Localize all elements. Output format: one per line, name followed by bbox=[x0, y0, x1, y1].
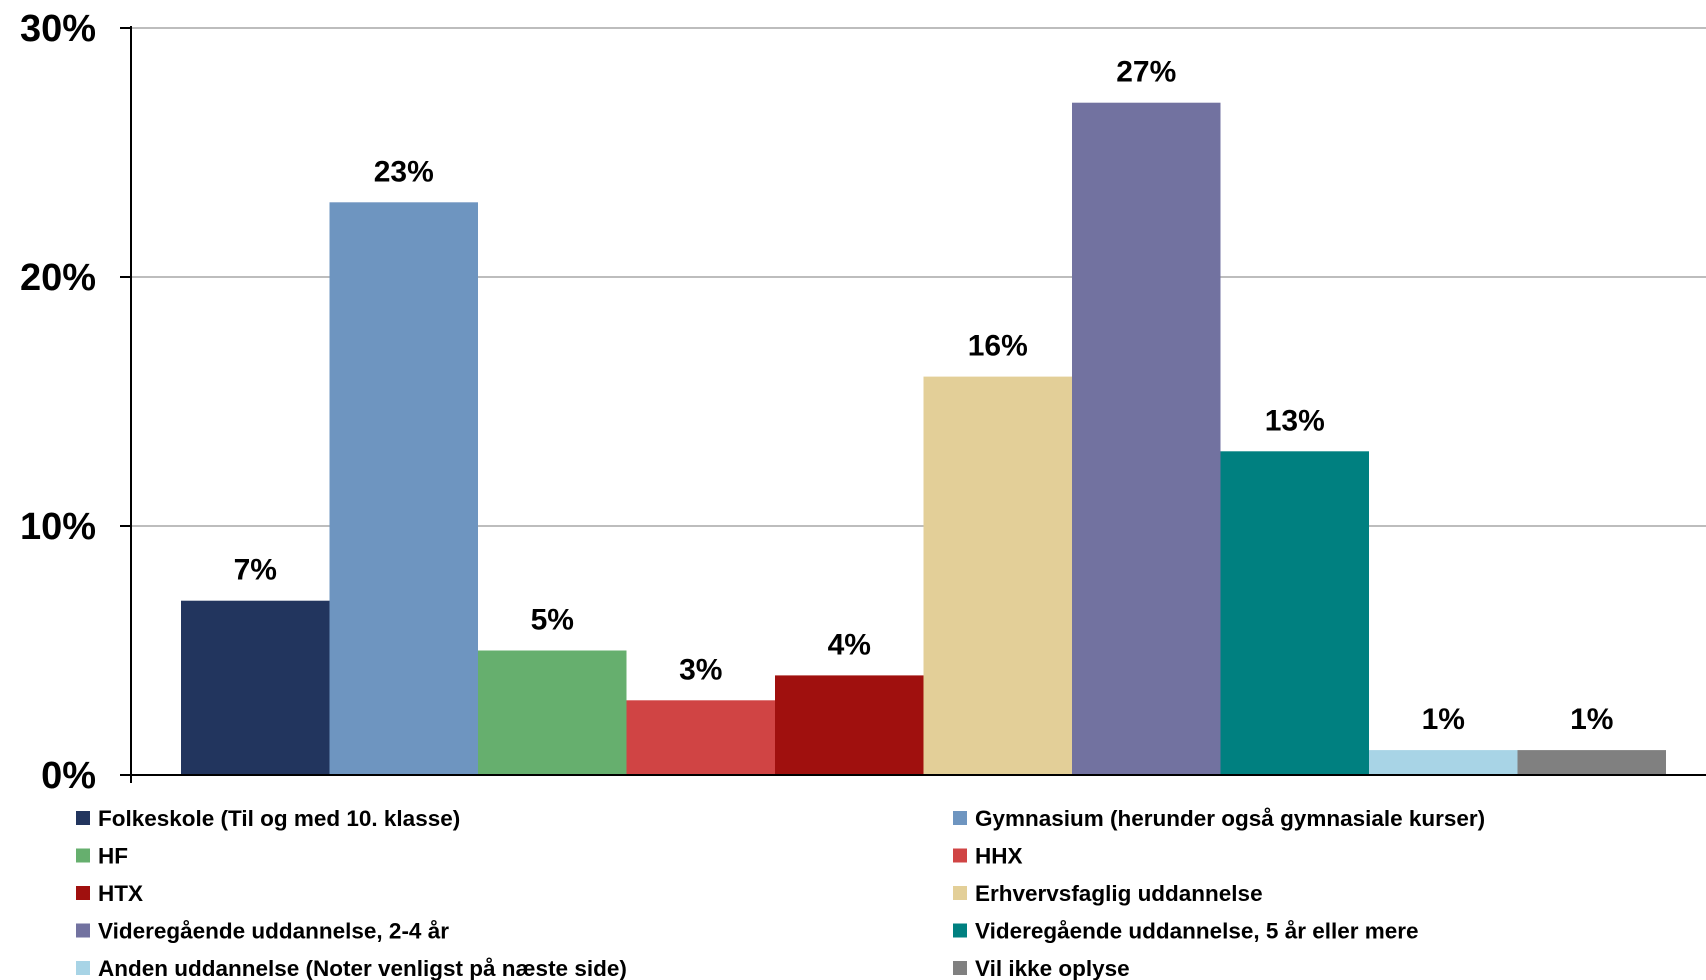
legend-label: Gymnasium (herunder også gymnasiale kurs… bbox=[975, 806, 1485, 831]
data-labels: 7% 23% 5% 3% 4% 16% 27% 13% 1% 1% bbox=[234, 56, 1614, 736]
legend-swatch bbox=[953, 961, 967, 975]
legend-swatch bbox=[76, 961, 90, 975]
bar bbox=[626, 700, 775, 775]
legend-swatch bbox=[953, 923, 967, 938]
bar bbox=[1517, 750, 1666, 775]
data-label: 4% bbox=[828, 628, 871, 661]
bar bbox=[923, 376, 1072, 775]
data-label: 13% bbox=[1265, 404, 1325, 437]
bar bbox=[1220, 451, 1369, 775]
legend-label: HTX bbox=[98, 881, 143, 906]
legend-label: Videregående uddannelse, 2-4 år bbox=[98, 919, 449, 944]
legend-swatch bbox=[76, 923, 90, 938]
data-label: 7% bbox=[234, 554, 277, 587]
data-label: 3% bbox=[679, 653, 722, 686]
bar bbox=[478, 650, 627, 775]
legend-label: HHX bbox=[975, 844, 1023, 869]
legend-label: Erhvervsfaglig uddannelse bbox=[975, 881, 1263, 906]
bars bbox=[181, 102, 1666, 776]
legend-label: Vil ikke oplyse bbox=[975, 956, 1130, 980]
data-label: 5% bbox=[531, 604, 574, 637]
bar bbox=[329, 202, 478, 776]
y-tick-label: 20% bbox=[20, 257, 96, 299]
legend-swatch bbox=[953, 811, 967, 825]
data-label: 1% bbox=[1422, 703, 1465, 736]
legend-label: Anden uddannelse (Noter venligst på næst… bbox=[98, 956, 627, 980]
data-label: 16% bbox=[968, 330, 1028, 363]
y-tick-label: 0% bbox=[41, 755, 96, 797]
legend-swatch bbox=[76, 886, 90, 900]
legend-label: Videregående uddannelse, 5 år eller mere bbox=[975, 919, 1419, 944]
legend: Folkeskole (Til og med 10. klasse) Gymnas… bbox=[76, 806, 1485, 980]
axes bbox=[120, 26, 1706, 783]
bar bbox=[775, 675, 924, 775]
y-tick-label: 10% bbox=[20, 506, 96, 548]
legend-swatch bbox=[953, 848, 967, 863]
data-label: 27% bbox=[1116, 56, 1176, 89]
legend-label: Folkeskole (Til og med 10. klasse) bbox=[98, 806, 460, 831]
y-tick-labels: 0% 10% 20% 30% bbox=[20, 8, 96, 797]
legend-swatch bbox=[76, 848, 90, 863]
bar bbox=[1369, 750, 1518, 775]
bar bbox=[1072, 102, 1221, 775]
bar bbox=[181, 600, 330, 775]
data-label: 1% bbox=[1570, 703, 1613, 736]
y-tick-label: 30% bbox=[20, 8, 96, 50]
legend-swatch bbox=[953, 886, 967, 900]
legend-swatch bbox=[76, 811, 90, 825]
data-label: 23% bbox=[374, 155, 434, 188]
legend-label: HF bbox=[98, 844, 128, 869]
